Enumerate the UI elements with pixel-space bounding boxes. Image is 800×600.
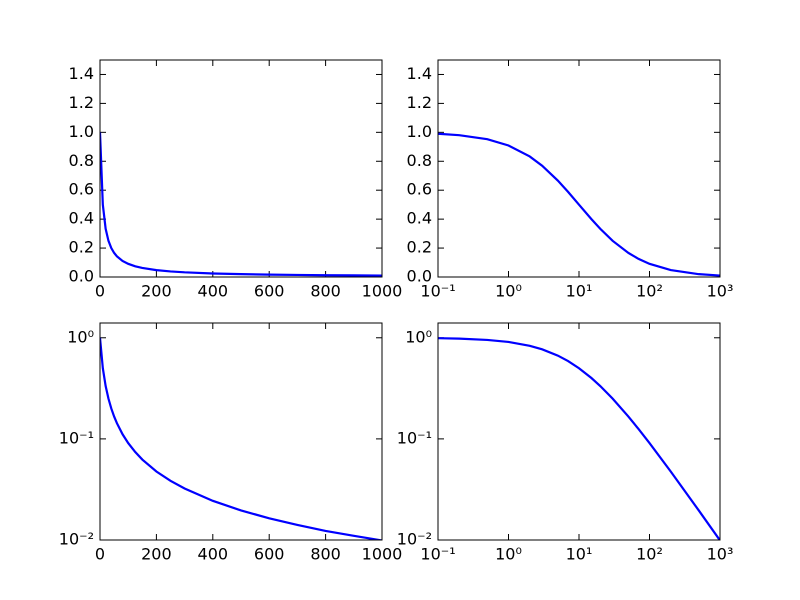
x-tick-label: 10¹ bbox=[566, 545, 593, 564]
x-tick-label: 0 bbox=[95, 545, 105, 564]
x-tick-label: 1000 bbox=[362, 545, 403, 564]
y-tick-label: 0.0 bbox=[407, 267, 432, 286]
x-tick-label: 10⁻¹ bbox=[420, 545, 455, 564]
x-tick-label: 600 bbox=[254, 282, 285, 301]
x-tick-label: 10³ bbox=[707, 282, 734, 301]
x-tick-label: 10¹ bbox=[566, 282, 593, 301]
plot-area bbox=[100, 337, 382, 540]
x-tick-label: 10⁰ bbox=[495, 545, 522, 564]
data-line bbox=[100, 132, 382, 277]
y-tick-label: 1.2 bbox=[407, 93, 432, 112]
y-tick-label: 0.4 bbox=[407, 209, 432, 228]
y-tick-label: 10⁻¹ bbox=[397, 428, 432, 447]
x-tick-label: 10² bbox=[636, 545, 663, 564]
x-tick-label: 200 bbox=[141, 282, 172, 301]
plot-area bbox=[100, 132, 382, 277]
y-tick-label: 10⁰ bbox=[405, 327, 432, 346]
x-tick-label: 0 bbox=[95, 282, 105, 301]
x-tick-label: 200 bbox=[141, 545, 172, 564]
y-tick-label: 0.6 bbox=[407, 180, 432, 199]
y-tick-label: 1.2 bbox=[69, 93, 94, 112]
axes-frame bbox=[99, 59, 383, 278]
x-tick-label: 10⁻¹ bbox=[420, 282, 455, 301]
y-tick-label: 0.2 bbox=[407, 238, 432, 257]
x-tick-label: 400 bbox=[198, 282, 229, 301]
axes-frame bbox=[437, 322, 721, 541]
x-tick-label: 600 bbox=[254, 545, 285, 564]
y-tick-label: 0.6 bbox=[69, 180, 94, 199]
y-tick-label: 1.0 bbox=[407, 122, 432, 141]
data-line bbox=[438, 337, 720, 540]
x-tick-label: 400 bbox=[198, 545, 229, 564]
x-tick-label: 1000 bbox=[362, 282, 403, 301]
y-tick-label: 0.8 bbox=[69, 151, 94, 170]
x-tick-label: 10² bbox=[636, 282, 663, 301]
data-line bbox=[100, 337, 382, 540]
data-line bbox=[438, 132, 720, 277]
y-tick-label: 10⁻¹ bbox=[59, 428, 94, 447]
x-tick-label: 800 bbox=[310, 282, 341, 301]
x-tick-label: 800 bbox=[310, 545, 341, 564]
x-tick-label: 10⁰ bbox=[495, 282, 522, 301]
y-tick-label: 1.4 bbox=[407, 64, 432, 83]
y-tick-label: 0.0 bbox=[69, 267, 94, 286]
y-tick-label: 0.4 bbox=[69, 209, 94, 228]
axes-frame bbox=[99, 322, 383, 541]
x-tick-label: 10³ bbox=[707, 545, 734, 564]
y-tick-label: 10⁻² bbox=[397, 530, 432, 549]
y-tick-label: 10⁻² bbox=[59, 530, 94, 549]
y-tick-label: 10⁰ bbox=[67, 327, 94, 346]
y-tick-label: 1.0 bbox=[69, 122, 94, 141]
plot-area bbox=[438, 132, 720, 277]
y-tick-label: 1.4 bbox=[69, 64, 94, 83]
axes-frame bbox=[437, 59, 721, 278]
plot-area bbox=[438, 337, 720, 540]
y-tick-label: 0.8 bbox=[407, 151, 432, 170]
y-tick-label: 0.2 bbox=[69, 238, 94, 257]
